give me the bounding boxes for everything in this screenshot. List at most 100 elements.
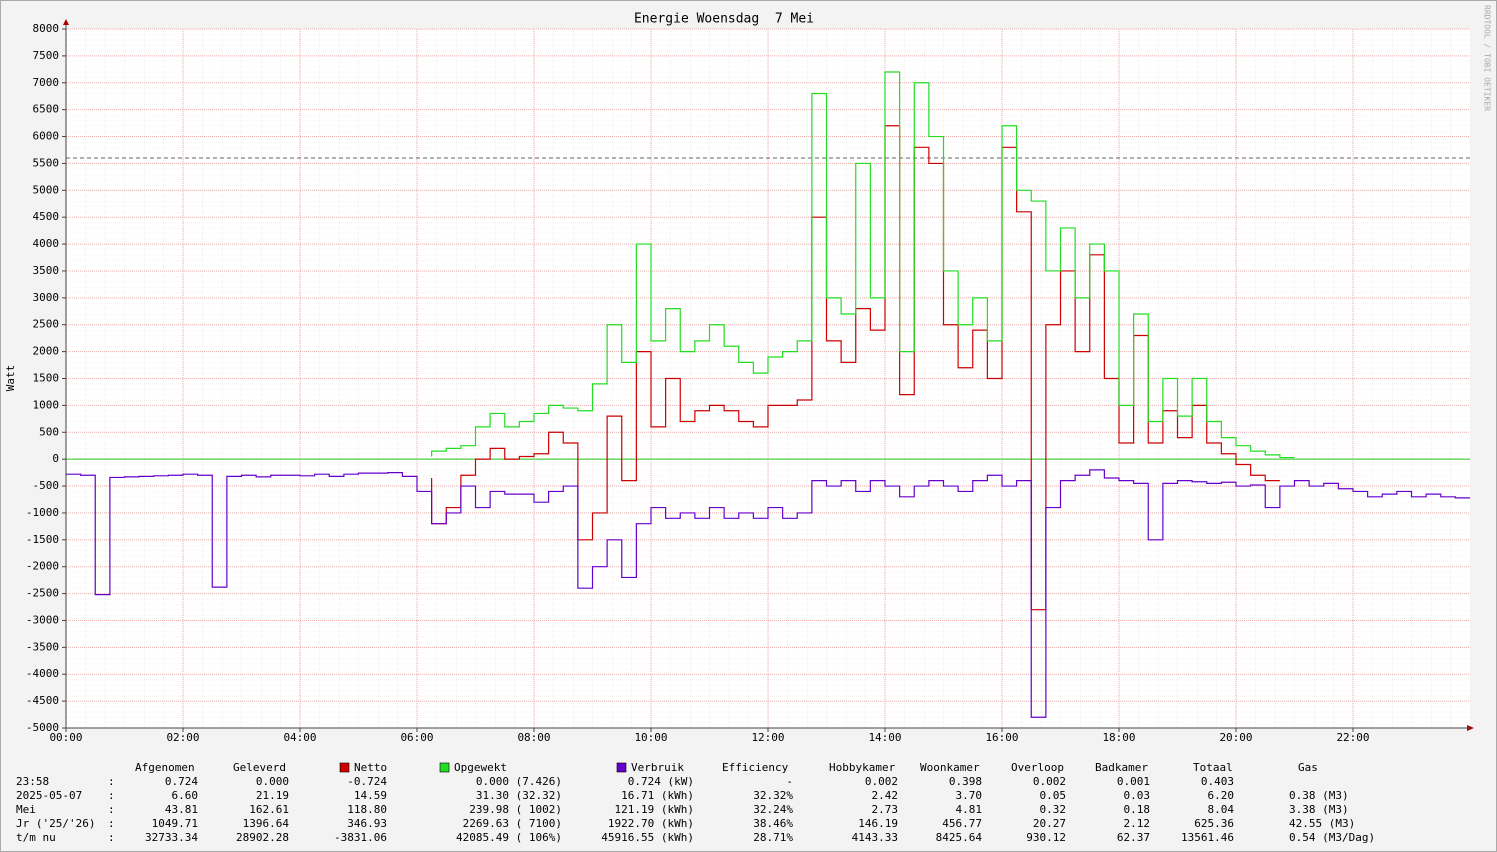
y-tick-label: -1500 <box>26 533 59 546</box>
table-cell: 42.55 (M3) <box>1289 817 1355 830</box>
table-cell: 0.724 (kW) <box>628 775 694 788</box>
y-tick-label: -2500 <box>26 587 59 600</box>
y-tick-label: -2000 <box>26 560 59 573</box>
table-cell: 62.37 <box>1117 831 1150 844</box>
y-tick-label: 4500 <box>33 210 60 223</box>
x-tick-label: 18:00 <box>1102 731 1135 744</box>
x-tick-label: 02:00 <box>166 731 199 744</box>
row-label: Mei <box>16 803 36 816</box>
y-tick-label: 5000 <box>33 183 60 196</box>
table-cell: 162.61 <box>249 803 289 816</box>
y-tick-label: 2500 <box>33 318 60 331</box>
y-tick-label: -1000 <box>26 506 59 519</box>
column-header: Gas <box>1298 761 1318 774</box>
y-tick-label: -4500 <box>26 694 59 707</box>
y-tick-label: 2000 <box>33 345 60 358</box>
table-cell: 3.70 <box>956 789 983 802</box>
x-tick-label: 08:00 <box>517 731 550 744</box>
legend-label: Verbruik <box>631 761 684 774</box>
y-axis-label: Watt <box>4 365 17 392</box>
table-cell: 0.403 <box>1201 775 1234 788</box>
table-cell: 456.77 <box>942 817 982 830</box>
x-tick-label: 14:00 <box>868 731 901 744</box>
table-cell: 32733.34 <box>145 831 198 844</box>
y-tick-label: -3000 <box>26 613 59 626</box>
y-tick-label: 5500 <box>33 156 60 169</box>
table-cell: 1922.70 (kWh) <box>608 817 694 830</box>
table-cell: 4.81 <box>956 803 983 816</box>
table-cell: 239.98 ( 1002) <box>469 803 562 816</box>
table-cell: 1049.71 <box>152 817 198 830</box>
legend-label: Opgewekt <box>454 761 507 774</box>
y-tick-label: 3000 <box>33 291 60 304</box>
table-cell: 32.32% <box>753 789 793 802</box>
x-tick-label: 22:00 <box>1336 731 1369 744</box>
y-tick-label: -4000 <box>26 667 59 680</box>
x-tick-label: 10:00 <box>634 731 667 744</box>
table-cell: 0.000 <box>256 775 289 788</box>
table-cell: 0.32 <box>1040 803 1067 816</box>
table-cell: -3831.06 <box>334 831 387 844</box>
table-cell: 21.19 <box>256 789 289 802</box>
table-cell: 20.27 <box>1033 817 1066 830</box>
table-cell: 146.19 <box>858 817 898 830</box>
series-line <box>65 469 1470 718</box>
table-cell: 0.002 <box>1033 775 1066 788</box>
series-line <box>431 71 1295 459</box>
legend-swatch <box>439 762 450 773</box>
y-tick-label: -500 <box>33 479 60 492</box>
column-header: Hobbykamer <box>829 761 896 774</box>
column-header: Geleverd <box>233 761 286 774</box>
table-cell: 45916.55 (kWh) <box>601 831 694 844</box>
legend-swatch <box>616 762 627 773</box>
table-cell: 0.18 <box>1124 803 1151 816</box>
table-cell: 32.24% <box>753 803 793 816</box>
table-cell: 2.42 <box>872 789 899 802</box>
y-tick-label: 1500 <box>33 372 60 385</box>
x-tick-label: 04:00 <box>283 731 316 744</box>
table-cell: 42085.49 ( 106%) <box>456 831 562 844</box>
table-cell: 0.002 <box>865 775 898 788</box>
table-cell: 1396.64 <box>243 817 290 830</box>
y-tick-label: -3500 <box>26 640 59 653</box>
table-cell: 121.19 (kWh) <box>615 803 694 816</box>
column-header: Totaal <box>1193 761 1233 774</box>
column-header: Efficiency <box>722 761 789 774</box>
table-cell: 0.001 <box>1117 775 1150 788</box>
y-tick-label: -5000 <box>26 721 59 734</box>
watermark: RRDTOOL / TOBI OETIKER <box>1483 5 1492 111</box>
row-label: Jr ('25/'26) <box>16 817 95 830</box>
column-header: Overloop <box>1011 761 1064 774</box>
table-cell: 0.724 <box>165 775 198 788</box>
table-cell: 625.36 <box>1194 817 1234 830</box>
table-cell: 0.05 <box>1040 789 1067 802</box>
table-cell: 4143.33 <box>852 831 898 844</box>
y-tick-label: 4000 <box>33 237 60 250</box>
y-tick-label: 500 <box>39 425 59 438</box>
plot <box>65 71 1470 718</box>
table-cell: 38.46% <box>753 817 793 830</box>
table-cell: 0.38 (M3) <box>1289 789 1349 802</box>
table-cell: 28902.28 <box>236 831 289 844</box>
table-cell: 8425.64 <box>936 831 983 844</box>
table-cell: 2.12 <box>1124 817 1151 830</box>
x-tick-label: 00:00 <box>49 731 82 744</box>
table-cell: -0.724 <box>347 775 387 788</box>
y-tick-label: 3500 <box>33 264 60 277</box>
legend-label: Netto <box>354 761 387 774</box>
x-arrow <box>1467 725 1474 731</box>
chart-title: Energie Woensdag 7 Mei <box>634 12 814 27</box>
table-cell: 0.000 (7.426) <box>476 775 562 788</box>
table-cell: 8.04 <box>1208 803 1235 816</box>
table-cell: 930.12 <box>1026 831 1066 844</box>
x-tick-label: 12:00 <box>751 731 784 744</box>
table-cell: 16.71 (kWh) <box>621 789 694 802</box>
table-cell: 43.81 <box>165 803 198 816</box>
x-tick-label: 16:00 <box>985 731 1018 744</box>
x-tick-label: 20:00 <box>1219 731 1252 744</box>
table-cell: 13561.46 <box>1181 831 1234 844</box>
table-cell: 14.59 <box>354 789 387 802</box>
column-header: Afgenomen <box>135 761 195 774</box>
y-tick-label: 6000 <box>33 130 60 143</box>
